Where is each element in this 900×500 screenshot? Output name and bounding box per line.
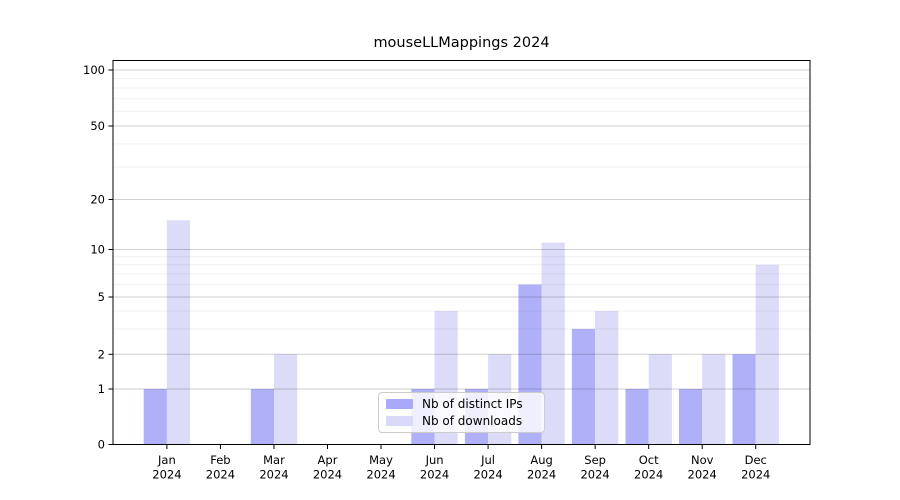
x-tick-label-year: 2024 — [366, 468, 395, 482]
x-tick-label-month: Nov — [691, 453, 714, 467]
bar — [274, 354, 298, 445]
x-tick-label-year: 2024 — [206, 468, 235, 482]
x-tick-label-month: Apr — [318, 453, 338, 467]
legend-label-downloads: Nb of downloads — [422, 413, 523, 428]
x-tick-label-month: Oct — [639, 453, 659, 467]
x-tick-label-year: 2024 — [741, 468, 770, 482]
bar — [541, 242, 565, 445]
x-tick-label-year: 2024 — [152, 468, 181, 482]
bar — [595, 311, 619, 445]
bar — [571, 328, 596, 445]
bar — [625, 389, 649, 445]
x-tick-label-month: May — [369, 453, 393, 467]
y-tick-label: 10 — [90, 243, 105, 257]
x-tick-label-year: 2024 — [634, 468, 663, 482]
x-tick-label-year: 2024 — [473, 468, 502, 482]
axes-border — [112, 60, 811, 445]
x-tick-label-year: 2024 — [420, 468, 449, 482]
bar — [250, 389, 274, 445]
x-tick-label-year: 2024 — [527, 468, 556, 482]
x-tick-label-month: Jan — [157, 453, 176, 467]
bar — [755, 264, 779, 445]
legend-item-distinct-ips: Nb of distinct IPs — [386, 396, 538, 413]
y-tick-label: 1 — [98, 382, 105, 396]
x-tick-label-month: Sep — [584, 453, 606, 467]
x-tick-label-month: Dec — [745, 453, 767, 467]
bar — [166, 220, 191, 445]
y-tick-label: 50 — [90, 119, 105, 133]
x-tick-label-year: 2024 — [259, 468, 288, 482]
legend-label-distinct-ips: Nb of distinct IPs — [422, 397, 523, 412]
y-tick-label: 100 — [83, 63, 105, 77]
x-tick-label-year: 2024 — [313, 468, 342, 482]
y-tick-label: 20 — [90, 193, 105, 207]
x-tick-label-month: Jul — [480, 453, 495, 467]
bar — [648, 354, 672, 445]
chart-title: mouseLLMappings 2024 — [373, 35, 550, 51]
bar — [679, 389, 703, 445]
legend-swatch-downloads — [386, 415, 413, 426]
bar — [143, 389, 167, 445]
x-tick-label-month: Jun — [425, 453, 444, 467]
bar — [702, 354, 726, 445]
x-tick-label-year: 2024 — [688, 468, 717, 482]
legend-item-downloads: Nb of downloads — [386, 413, 538, 430]
y-tick-label: 5 — [98, 290, 105, 304]
x-tick-label-year: 2024 — [580, 468, 609, 482]
bar — [732, 354, 756, 445]
y-tick-label: 2 — [98, 347, 105, 361]
y-tick-label: 0 — [98, 438, 105, 452]
legend: Nb of distinct IPs Nb of downloads — [378, 392, 545, 433]
legend-swatch-distinct-ips — [386, 399, 413, 410]
x-tick-label-month: Feb — [210, 453, 230, 467]
x-tick-label-month: Aug — [530, 453, 552, 467]
x-tick-label-month: Mar — [263, 453, 285, 467]
